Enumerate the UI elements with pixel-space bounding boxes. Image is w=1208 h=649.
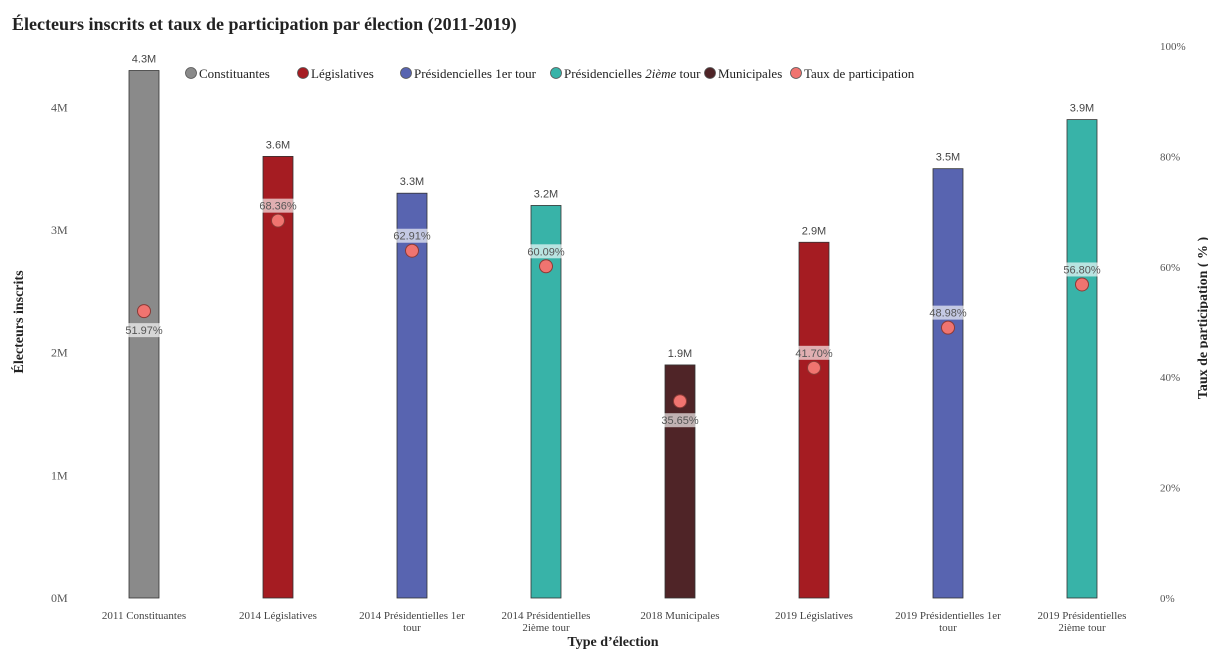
x-tick-label: 2014 Présidentielles 2ième tour <box>502 610 591 634</box>
legend-item: Législatives <box>297 66 374 81</box>
rate-label-bg <box>125 323 163 338</box>
rate-point <box>673 394 687 409</box>
rate-label-bg <box>1063 262 1101 277</box>
y-axis-right: 0% 20% 40% 60% 80% 100% <box>1160 41 1186 605</box>
y-tick-label: 3M <box>51 223 68 237</box>
legend-label: Municipales <box>718 66 782 81</box>
legend-label: Présidencielles 1er tour <box>414 66 537 81</box>
rate-point <box>941 320 955 335</box>
rate-label-bg <box>393 228 431 243</box>
y-axis-left: 0M 1M 2M 3M 4M <box>51 100 68 605</box>
bar-value-label: 3.9M <box>1070 103 1094 115</box>
x-axis-title: Type d’élection <box>567 635 658 649</box>
legend-marker <box>790 67 802 79</box>
x-tick-label: 2011 Constituantes <box>102 610 186 622</box>
x-tick-label: 2014 Présidentielles 1er tour <box>359 610 465 634</box>
rate-point <box>137 304 151 319</box>
legend-item: Taux de participation <box>790 66 915 81</box>
rate-label-bg <box>527 244 565 259</box>
bar-value-label: 3.6M <box>266 139 290 151</box>
rate-label-bg <box>795 345 833 360</box>
x-axis: 2011 Constituantes 2014 Législatives 2014 … <box>102 610 1127 634</box>
y2-axis-title: Taux de participation ( % ) <box>1196 236 1208 399</box>
legend-item: Présidencielles 1er tour <box>400 66 537 81</box>
bar-value-label: 2.9M <box>802 225 826 237</box>
y-tick-label: 2M <box>51 346 68 360</box>
bars: 4.3M 3.6M 3.3M 3.2M 1.9M 2.9M 3.5M 3.9M <box>128 54 1098 599</box>
y-tick-label: 1M <box>51 468 68 482</box>
bar <box>262 155 294 599</box>
legend-label: Législatives <box>311 66 374 81</box>
legend-label: Présidencielles 2ième tour <box>564 66 701 81</box>
y2-tick-label: 100% <box>1160 41 1186 53</box>
rate-points <box>137 213 1089 409</box>
legend-marker <box>704 67 716 79</box>
legend-item: Constituantes <box>185 66 270 81</box>
chart-title: Électeurs inscrits et taux de participat… <box>12 13 517 35</box>
rate-value-label: 51.97% <box>125 325 163 337</box>
bar-value-label: 3.2M <box>534 188 558 200</box>
x-tick-label: 2019 Présidentielles 1er tour <box>895 610 1001 634</box>
legend-marker <box>185 67 197 79</box>
rate-value-label: 56.80% <box>1063 264 1101 276</box>
rate-point <box>405 243 419 258</box>
bar <box>932 168 964 599</box>
y2-tick-label: 20% <box>1160 483 1180 495</box>
rate-point <box>271 213 285 228</box>
x-tick-label: 2014 Législatives <box>239 610 317 622</box>
bar-value-label: 3.5M <box>936 152 960 164</box>
y2-tick-label: 60% <box>1160 262 1180 274</box>
y-tick-label: 4M <box>51 100 68 114</box>
legend-marker <box>400 67 412 79</box>
legend-marker <box>550 67 562 79</box>
rate-value-label: 35.65% <box>661 415 699 427</box>
legend-item: Présidencielles 2ième tour <box>550 66 701 81</box>
y2-tick-label: 80% <box>1160 151 1180 163</box>
y2-tick-label: 40% <box>1160 372 1180 384</box>
legend-label: Constituantes <box>199 66 270 81</box>
rate-value-label: 68.36% <box>259 201 297 213</box>
rate-point <box>1075 277 1089 292</box>
x-tick-label: 2019 Législatives <box>775 610 853 622</box>
legend: Constituantes Législatives Présidencielles… <box>185 66 915 81</box>
bar <box>798 241 830 599</box>
rate-label-bg <box>661 413 699 428</box>
rate-point <box>807 360 821 375</box>
bar-value-label: 4.3M <box>132 54 156 66</box>
rate-value-label: 60.09% <box>527 246 565 258</box>
y-axis-title: Électeurs inscrits <box>10 270 27 374</box>
rate-value-label: 48.98% <box>929 308 967 320</box>
rate-label-bg <box>929 305 967 320</box>
rate-point <box>539 259 553 274</box>
bar-value-label: 1.9M <box>668 348 692 360</box>
legend-label: Taux de participation <box>804 66 915 81</box>
y2-tick-label: 0% <box>1160 593 1175 605</box>
bar <box>1066 119 1098 599</box>
rate-labels: 51.97% 68.36% 62.91% 60.09% 35.65% 41.70% 48.9… <box>125 198 1101 428</box>
legend-marker <box>297 67 309 79</box>
rate-label-bg <box>259 198 297 213</box>
x-tick-label: 2019 Présidentielles 2ième tour <box>1038 610 1127 634</box>
x-tick-label: 2018 Municipales <box>640 610 719 622</box>
legend-item: Municipales <box>704 66 782 81</box>
y-tick-label: 0M <box>51 591 68 605</box>
bar <box>396 192 428 599</box>
bar-value-label: 3.3M <box>400 176 424 188</box>
rate-value-label: 41.70% <box>795 348 833 360</box>
rate-value-label: 62.91% <box>393 231 431 243</box>
